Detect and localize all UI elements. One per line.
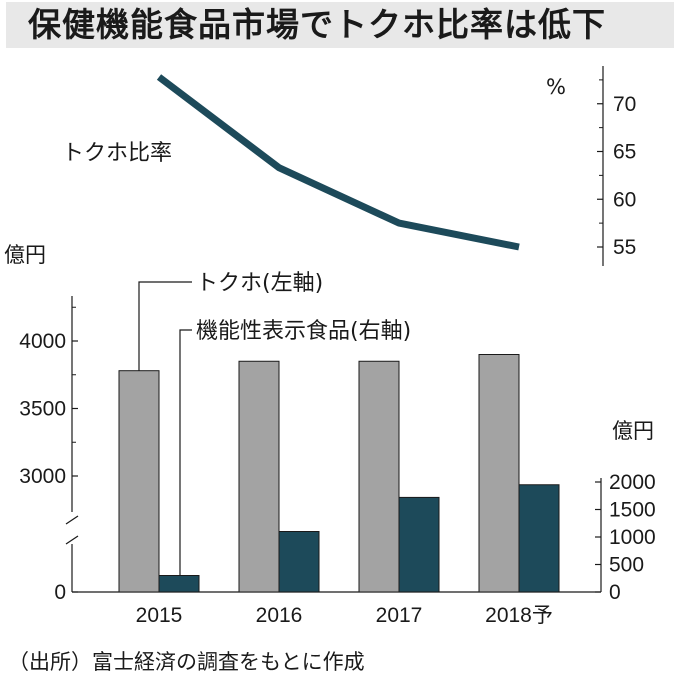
left-tick-label: 4000 <box>19 330 66 353</box>
kinousei-bar <box>278 531 320 593</box>
category-label: 2015 <box>136 604 183 627</box>
kinousei-bar <box>158 575 200 593</box>
bars <box>118 354 560 593</box>
source-note: （出所）富士経済の調査をもとに作成 <box>8 650 365 674</box>
ratio-line <box>156 74 520 251</box>
tokuho-bar <box>118 370 160 593</box>
kinousei-leader-line <box>179 329 192 576</box>
kinousei-series-label: 機能性表示食品(右軸) <box>196 319 411 344</box>
line-axis-tick-label: 60 <box>613 188 636 211</box>
ratio-series-label: トクホ比率 <box>62 141 172 166</box>
tokuho-leader-line <box>138 281 192 371</box>
left-tick-label: 3000 <box>19 465 66 488</box>
line-axis-tick-label: 65 <box>613 141 636 164</box>
tokuho-bar <box>358 360 400 593</box>
line-axis-unit: % <box>546 75 566 99</box>
labels: 0 3000 3500 4000 億円 0 500 1000 1500 2000 億円 55 60 65 7… <box>4 75 656 627</box>
left-tick-label: 0 <box>54 581 66 604</box>
right-tick-label: 1500 <box>609 499 656 522</box>
right-tick-label: 500 <box>609 554 644 577</box>
chart-title: 保健機能食品市場でトクホ比率は低下 <box>6 2 674 48</box>
tokuho-bar <box>238 360 280 593</box>
axis-break-mark <box>65 515 79 525</box>
ratio-line-path <box>156 74 520 251</box>
line-axis-tick-label: 70 <box>613 93 636 116</box>
right-tick-label: 2000 <box>609 471 656 494</box>
category-label: 2018予 <box>485 604 553 627</box>
right-tick-label: 1000 <box>609 526 656 549</box>
left-tick-label: 3500 <box>19 398 66 421</box>
tokuho-series-label: トクホ(左軸) <box>196 271 323 296</box>
tokuho-bar <box>478 354 520 593</box>
left-axis-unit: 億円 <box>4 243 46 267</box>
axis-break-mark <box>65 535 79 545</box>
kinousei-bar <box>398 496 440 593</box>
category-label: 2017 <box>376 604 423 627</box>
right-axis-unit: 億円 <box>612 419 654 443</box>
right-tick-label: 0 <box>609 581 621 604</box>
line-axis-tick-label: 55 <box>613 236 636 259</box>
category-label: 2016 <box>256 604 303 627</box>
kinousei-bar <box>518 484 560 593</box>
